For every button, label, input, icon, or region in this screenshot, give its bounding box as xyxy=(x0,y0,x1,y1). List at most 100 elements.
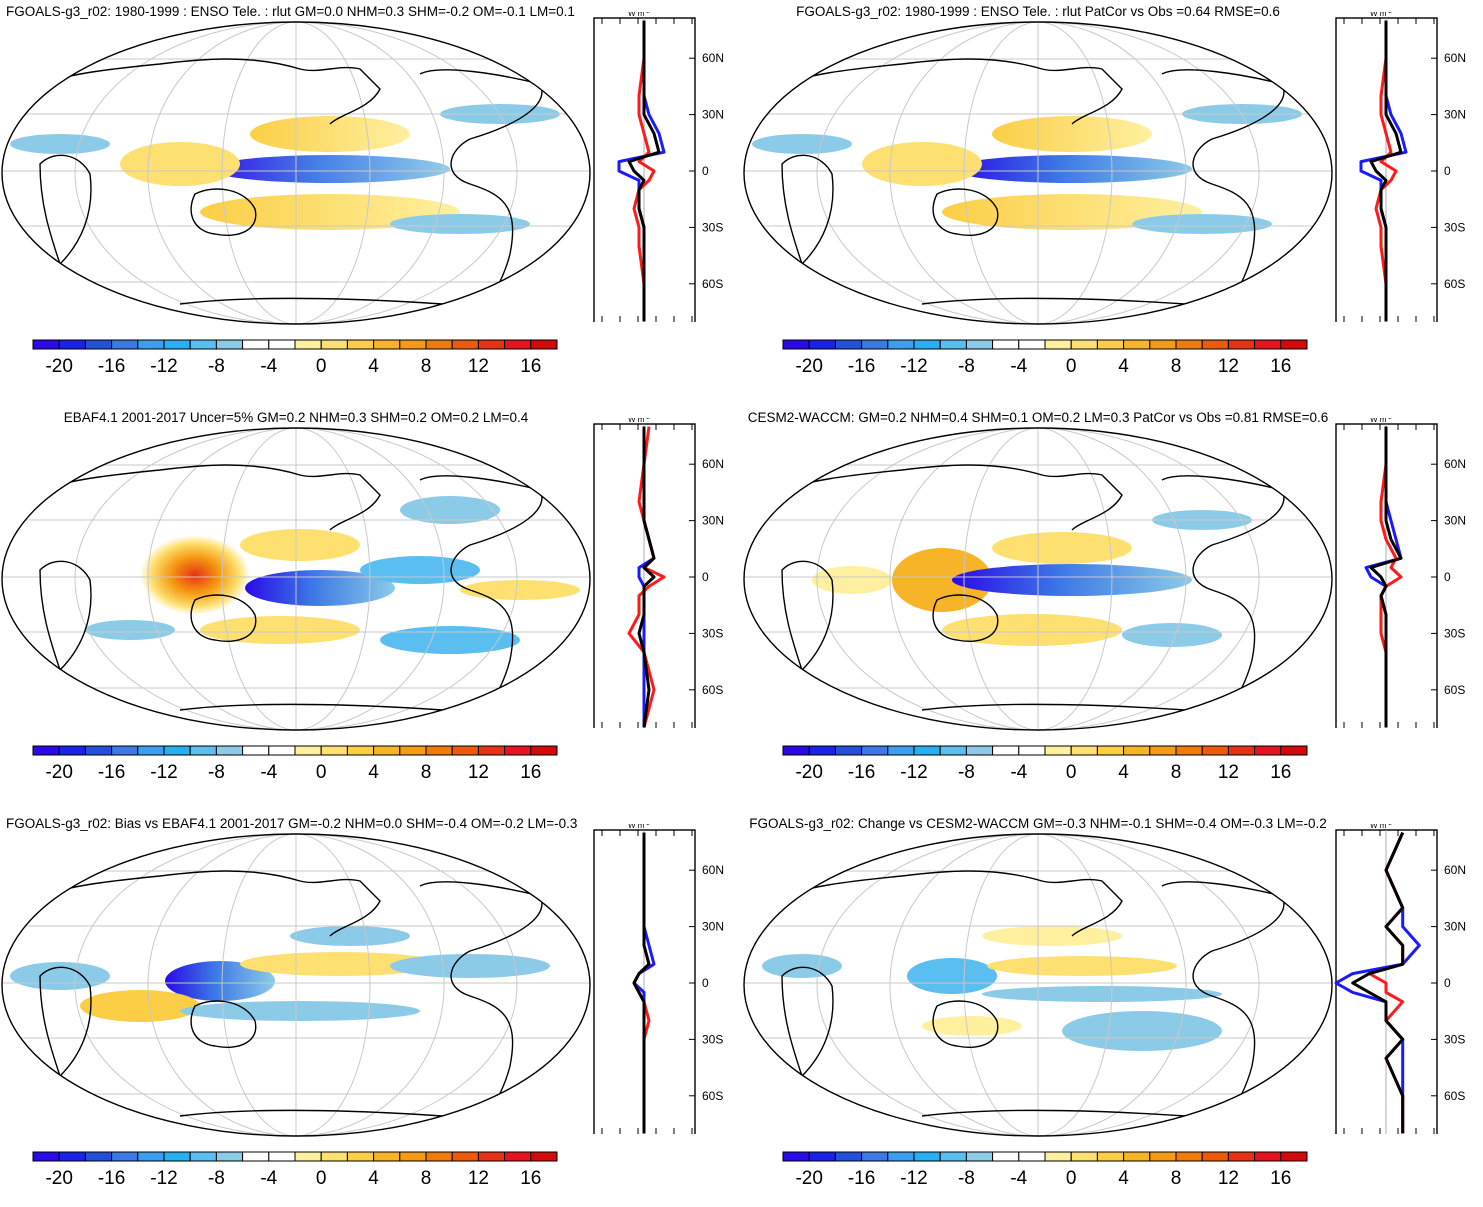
colorbar-label: 8 xyxy=(421,1168,432,1189)
colorbar: -20-16-12-8-4048121620 xyxy=(32,339,558,377)
colorbar-swatch xyxy=(887,339,915,350)
colorbar-label: 0 xyxy=(1066,762,1077,783)
panel-3: EBAF4.1 2001-2017 Uncer=5% GM=0.2 NHM=0.… xyxy=(0,406,741,801)
colorbar-label: 16 xyxy=(1270,356,1291,377)
colorbar-labels: -20-16-12-8-4048121620 xyxy=(45,356,541,377)
colorbar-label: 12 xyxy=(468,356,489,377)
profile-ticks xyxy=(601,830,695,1134)
anomaly-field xyxy=(752,104,1302,234)
lat-label: 30S xyxy=(1444,1032,1465,1046)
colorbar-swatches xyxy=(782,339,1308,350)
colorbar-label: -4 xyxy=(260,356,277,377)
profile-line-diff xyxy=(1351,831,1405,1134)
cold-np xyxy=(290,926,410,946)
lat-label: 60S xyxy=(702,683,723,697)
panel-2: FGOALS-g3_r02: 1980-1999 : ENSO Tele. : … xyxy=(742,0,1483,395)
warm-io xyxy=(80,990,200,1022)
colorbar-swatch xyxy=(887,1151,915,1162)
colorbar-label: -12 xyxy=(150,1168,177,1189)
colorbar-swatch xyxy=(1123,339,1151,350)
colorbar-swatches xyxy=(32,745,558,756)
colorbar-label: 8 xyxy=(421,762,432,783)
colorbar-label: 4 xyxy=(368,356,379,377)
warm-np xyxy=(982,926,1122,946)
colorbar-swatch xyxy=(992,1151,1020,1162)
warm-maritime xyxy=(140,535,250,615)
map-border xyxy=(1,427,591,731)
profile-lines xyxy=(617,20,666,322)
lat-label: 60S xyxy=(1444,277,1465,291)
map-border xyxy=(743,833,1333,1137)
colorbar-labels: -20-16-12-8-4048121620 xyxy=(795,762,1291,783)
panel-4: CESM2-WACCM: GM=0.2 NHM=0.4 SHM=0.1 OM=0… xyxy=(742,406,1483,801)
cold-africa xyxy=(10,962,110,990)
colorbar-swatch xyxy=(939,339,967,350)
profile-ticks xyxy=(601,18,695,322)
colorbar-swatch xyxy=(451,745,479,756)
anomaly-field xyxy=(762,926,1222,1051)
colorbar-swatch xyxy=(913,1151,941,1162)
colorbar-labels: -20-16-12-8-4048121620 xyxy=(45,762,541,783)
colorbar-swatch xyxy=(242,339,270,350)
cold-atlantic xyxy=(390,954,550,978)
colorbar-swatch xyxy=(32,339,60,350)
colorbar-label: -8 xyxy=(958,356,975,377)
colorbar-swatch xyxy=(477,745,506,756)
lat-labels: 60N 30N 0 30S 60S xyxy=(1444,457,1466,697)
unit-label: W m-2 xyxy=(1370,824,1392,830)
colorbar-swatch xyxy=(1070,1151,1098,1162)
colorbar-swatch xyxy=(320,339,348,350)
colorbar-swatch xyxy=(215,339,244,350)
colorbar-swatch xyxy=(399,339,427,350)
cold-maritime xyxy=(907,958,997,994)
colorbar-swatch xyxy=(861,745,889,756)
world-map xyxy=(1,21,591,325)
colorbar-swatch xyxy=(1149,745,1177,756)
lat-labels: 60N 30N 0 30S 60S xyxy=(1444,51,1466,291)
profile-line-model xyxy=(632,832,651,1134)
colorbar-swatch xyxy=(373,1151,401,1162)
colorbar-swatch xyxy=(294,1151,322,1162)
colorbar-swatch xyxy=(861,339,889,350)
colorbar-swatch xyxy=(913,339,941,350)
colorbar-swatch xyxy=(399,1151,427,1162)
colorbar-swatch xyxy=(477,1151,506,1162)
colorbar-swatch xyxy=(242,745,270,756)
colorbar-swatch xyxy=(965,339,994,350)
profile-lines xyxy=(1359,20,1408,322)
colorbar-label: 12 xyxy=(1218,1168,1239,1189)
panel-title: CESM2-WACCM: GM=0.2 NHM=0.4 SHM=0.1 OM=0… xyxy=(747,410,1329,425)
profile-line-diff xyxy=(632,832,651,1134)
colorbar-swatch xyxy=(1201,745,1229,756)
lat-label: 0 xyxy=(702,570,709,584)
colorbar-swatch xyxy=(913,745,941,756)
colorbar-swatch xyxy=(346,339,375,350)
graticule xyxy=(744,22,1332,324)
colorbar-swatch xyxy=(137,745,165,756)
warm-lobe-north xyxy=(240,529,360,561)
colorbar-swatch xyxy=(346,745,375,756)
colorbar-swatch xyxy=(939,745,967,756)
coastlines xyxy=(29,464,543,721)
panel-5: FGOALS-g3_r02: Bias vs EBAF4.1 2001-2017… xyxy=(0,812,741,1207)
colorbar-label: -12 xyxy=(900,762,927,783)
colorbar-swatch xyxy=(1227,339,1256,350)
colorbar-swatch xyxy=(1254,1151,1282,1162)
panel-title: FGOALS-g3_r02: 1980-1999 : ENSO Tele. : … xyxy=(796,4,1280,19)
lat-label: 30N xyxy=(702,920,724,934)
colorbar-swatch xyxy=(887,745,915,756)
colorbar-swatch xyxy=(1044,1151,1072,1162)
colorbar-swatch xyxy=(163,1151,191,1162)
profile-line-diff xyxy=(627,20,661,322)
coastlines xyxy=(771,58,1285,315)
colorbar-swatch xyxy=(504,745,532,756)
colorbar-label: -12 xyxy=(150,762,177,783)
warm-lobe-north xyxy=(992,532,1132,564)
panel-title: EBAF4.1 2001-2017 Uncer=5% GM=0.2 NHM=0.… xyxy=(63,410,529,425)
colorbar-swatch xyxy=(163,745,191,756)
world-map xyxy=(743,427,1333,731)
profile-frame xyxy=(593,829,696,1134)
colorbar-swatch xyxy=(1201,1151,1229,1162)
unit-label: W m-2 xyxy=(1370,418,1392,424)
